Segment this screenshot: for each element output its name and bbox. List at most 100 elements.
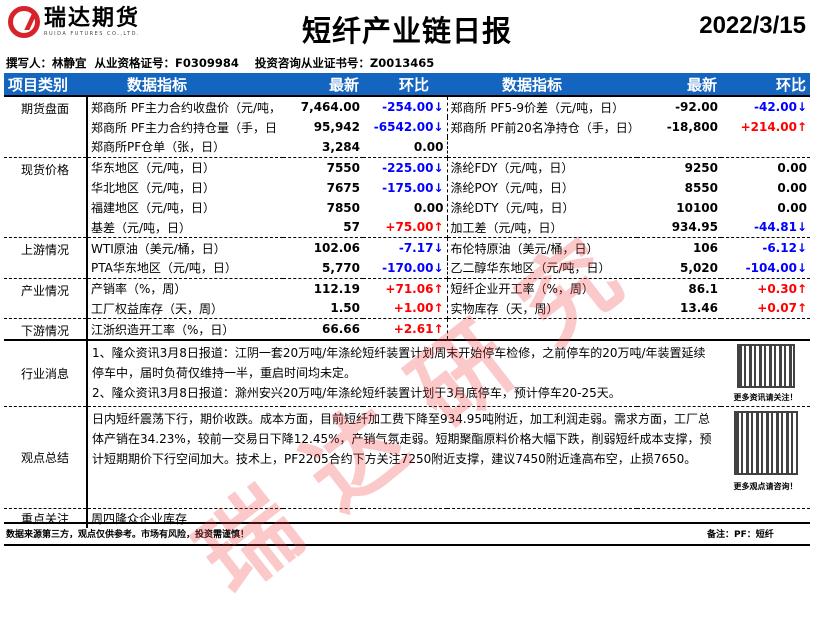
indicator-name: 实物库存（天，周） (450, 301, 559, 316)
indicator-name (447, 318, 637, 340)
table-row: 郑商所PF仓单（张，日） 3,284 0.00 (4, 137, 810, 157)
news-label: 行业消息 (4, 339, 88, 406)
latest-value: 934.95 (671, 220, 718, 235)
latest-value: 86.1 (637, 277, 721, 299)
indicator-name: 江浙织造开工率（%，日） (87, 318, 283, 340)
header-latest-2: 最新 (637, 73, 721, 96)
change-value (721, 137, 810, 157)
latest-value: 7850 (326, 200, 360, 215)
focus-row: 重点关注 周四隆众企业库存 (4, 507, 810, 528)
divider (4, 522, 810, 524)
category-cell: 下游情况 (4, 318, 88, 340)
change-value: +1.00↑ (363, 298, 448, 319)
indicator-name: 工厂权益库存（天，周） (91, 301, 224, 316)
latest-value (637, 318, 721, 340)
latest-value: 112.19 (283, 277, 363, 299)
latest-value: 106 (637, 237, 721, 258)
latest-value: -18,800 (666, 120, 718, 134)
change-value: -7.17↓ (363, 237, 448, 258)
header-indicator: 数据指标 (87, 73, 283, 96)
focus-text: 周四隆众企业库存 (87, 507, 810, 528)
data-table: 项目类别 数据指标 最新 环比 数据指标 最新 环比 期货盘面 郑商所 PF主力合… (4, 73, 810, 528)
logo-icon (8, 6, 40, 38)
indicator-name: 郑商所 PF主力合约持仓量（手，日 (91, 120, 277, 135)
indicator-name: 郑商所 PF5-9价差（元/吨，日） (447, 95, 637, 117)
change-value: 0.00 (777, 180, 807, 195)
latest-value (637, 137, 721, 157)
table-row: 福建地区（元/吨，日） 7850 0.00 涤纶DTY（元/吨，日） 10100 0.00 (4, 197, 810, 218)
change-value: +0.07↑ (757, 301, 807, 316)
table-row: 期货盘面 郑商所 PF主力合约收盘价（元/吨， 7,464.00 -254.00↓ 郑商… (4, 95, 810, 117)
latest-value: 8550 (684, 180, 718, 195)
news-row: 行业消息 1、隆众资讯3月8日报道：江阴一套20万吨/年涤纶短纤装置计划周末开始… (4, 339, 810, 406)
change-value: 0.00 (777, 200, 807, 215)
qr-caption-news: 更多资讯请关注！ (733, 393, 798, 402)
change-value (721, 318, 810, 340)
latest-value: 1.50 (330, 301, 360, 316)
change-value: 0.00 (363, 137, 448, 157)
latest-value: -92.00 (637, 95, 721, 117)
category-cell (4, 197, 88, 218)
change-value: +75.00↑ (363, 217, 448, 238)
qr-code-icon (736, 344, 795, 388)
table-row: 上游情况 WTI原油（美元/桶，日） 102.06 -7.17↓ 布伦特原油（美元/桶，… (4, 237, 810, 258)
latest-value: 57 (343, 220, 360, 235)
indicator-name: 基差（元/吨，日） (91, 220, 192, 235)
indicator-name: 郑商所 PF前20名净持仓（手，日） (450, 120, 638, 135)
change-value: 0.00 (721, 156, 810, 178)
table-row: PTA华东地区（元/吨，日） 5,770 -170.00↓ 乙二醇华东地区（元/吨，日… (4, 258, 810, 278)
category-cell: 产业情况 (4, 277, 88, 299)
latest-value: 95,942 (313, 120, 360, 134)
latest-value: 9250 (637, 156, 721, 178)
latest-value: 5,770 (322, 260, 360, 275)
indicator-name (447, 137, 637, 157)
table-row: 郑商所 PF主力合约持仓量（手，日 95,942 -6542.00↓ 郑商所 PF前2… (4, 117, 810, 137)
table-row: 华北地区（元/吨，日） 7675 -175.00↓ 涤纶POY（元/吨，日） 8550 0… (4, 177, 810, 198)
latest-value: 10100 (676, 200, 718, 215)
category-cell: 期货盘面 (4, 95, 88, 117)
latest-value: 3,284 (322, 139, 360, 154)
latest-value: 13.46 (680, 301, 718, 316)
indicator-name: 短纤企业开工率（%，周） (447, 277, 637, 299)
change-value: +0.30↑ (721, 277, 810, 299)
indicator-name: 华东地区（元/吨，日） (87, 156, 283, 178)
indicator-name: 涤纶FDY（元/吨，日） (447, 156, 637, 178)
table-header: 项目类别 数据指标 最新 环比 数据指标 最新 环比 (4, 73, 810, 96)
category-cell (4, 117, 88, 137)
indicator-name: 加工差（元/吨，日） (450, 220, 563, 235)
table-row: 工厂权益库存（天，周） 1.50 +1.00↑ 实物库存（天，周） 13.46 +0.07… (4, 298, 810, 319)
indicator-name: WTI原油（美元/桶，日） (87, 237, 283, 258)
indicator-name: 郑商所PF仓单（张，日） (91, 140, 226, 155)
report-title: 短纤产业链日报 (301, 14, 512, 48)
news-item-2: 2、隆众资讯3月8日报道：滁州安兴20万吨/年涤纶短纤装置计划于3月底停车，预计… (92, 386, 621, 400)
focus-label: 重点关注 (4, 507, 88, 528)
latest-value: 5,020 (680, 260, 718, 275)
category-cell: 上游情况 (4, 237, 88, 258)
indicator-name: 乙二醇华东地区（元/吨，日） (450, 261, 611, 276)
table-row: 产业情况 产销率（%，周） 112.19 +71.06↑ 短纤企业开工率（%，周） 86.… (4, 277, 810, 299)
change-value: -6.12↓ (721, 237, 810, 258)
latest-value: 66.66 (283, 318, 363, 340)
news-item-1: 1、隆众资讯3月8日报道：江阴一套20万吨/年涤纶短纤装置计划周末开始停车检修，… (92, 346, 706, 380)
qr-caption-view: 更多观点请咨询！ (733, 481, 798, 491)
change-value: +71.06↑ (363, 277, 448, 299)
indicator-name: 布伦特原油（美元/桶，日） (447, 237, 637, 258)
report-date: 2022/3/15 (699, 12, 806, 39)
header-latest: 最新 (283, 73, 363, 96)
indicator-name: 涤纶POY（元/吨，日） (450, 181, 574, 195)
change-value: -175.00↓ (363, 177, 448, 198)
category-cell: 现货价格 (4, 156, 88, 178)
table-row: 基差（元/吨，日） 57 +75.00↑ 加工差（元/吨，日） 934.95 -44.81… (4, 217, 810, 238)
latest-value: 7,464.00 (283, 95, 363, 117)
latest-value: 102.06 (283, 237, 363, 258)
footnote: 备注：PF：短纤 (707, 530, 774, 540)
latest-value: 7675 (326, 180, 360, 195)
qr-code-icon (733, 410, 798, 475)
indicator-name: 华北地区（元/吨，日） (91, 181, 216, 195)
view-label: 观点总结 (4, 405, 88, 508)
indicator-name: 涤纶DTY（元/吨，日） (450, 201, 575, 215)
company-logo: 瑞达期货 RUIDA FUTURES CO.,LTD. (8, 6, 140, 38)
change-value: -254.00↓ (363, 95, 448, 117)
category-cell (4, 217, 88, 238)
category-cell (4, 177, 88, 198)
